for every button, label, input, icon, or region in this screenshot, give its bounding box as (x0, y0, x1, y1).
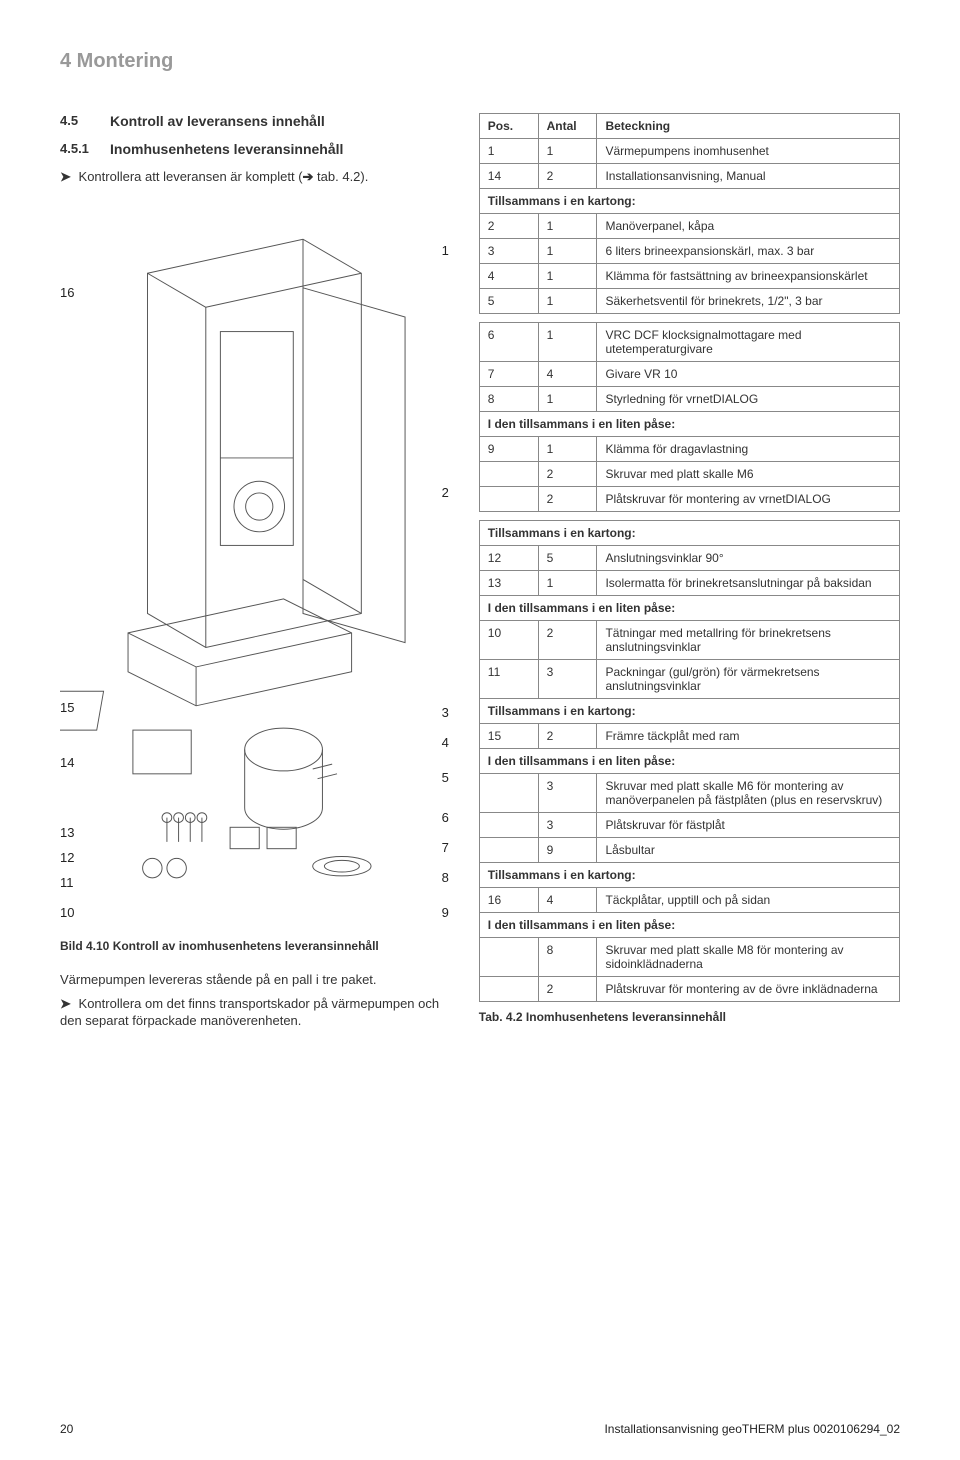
subsection-number: 4.5.1 (60, 141, 110, 157)
section-4-5-heading: 4.5 Kontroll av leveransens innehåll (60, 113, 449, 129)
right-column: Pos. Antal Beteckning 11Värmepumpens ino… (479, 113, 900, 1036)
instruction-text: Kontrollera att leveransen är komplett ( (79, 169, 303, 184)
instruction-line: ➤ Kontrollera att leveransen är komplett… (60, 169, 449, 185)
table-row: 2Skruvar med platt skalle M6 (479, 462, 899, 487)
table-row: 41Klämma för fastsättning av brineexpans… (479, 264, 899, 289)
table-header-row: Pos. Antal Beteckning (479, 114, 899, 139)
instruction-ref: tab. 4.2 (317, 169, 360, 184)
callout-7: 7 (442, 840, 449, 855)
table-subhead: Tillsammans i en kartong: (479, 699, 899, 724)
table-row: 131Isolermatta för brinekretsanslutninga… (479, 571, 899, 596)
table-subhead: I den tillsammans i en liten påse: (479, 412, 899, 437)
footer-page-number: 20 (60, 1422, 73, 1436)
table-row: 2Plåtskruvar för montering av de övre in… (479, 977, 899, 1002)
th-beteckning: Beteckning (597, 114, 900, 139)
callout-14: 14 (60, 755, 74, 770)
table-row: 102Tätningar med metallring för brinekre… (479, 621, 899, 660)
th-pos: Pos. (479, 114, 538, 139)
table-caption: Tab. 4.2 Inomhusenhetens leveransinnehål… (479, 1010, 900, 1024)
table-row: 21Manöverpanel, kåpa (479, 214, 899, 239)
section-number: 4.5 (60, 113, 110, 129)
table-row: 81Styrledning för vrnetDIALOG (479, 387, 899, 412)
table-row: 74Givare VR 10 (479, 362, 899, 387)
table-row: 9Låsbultar (479, 838, 899, 863)
callout-16: 16 (60, 285, 74, 300)
callout-11: 11 (60, 875, 74, 890)
callout-5: 5 (442, 770, 449, 785)
table-subhead: Tillsammans i en kartong: (479, 863, 899, 888)
callout-12: 12 (60, 850, 74, 865)
page-header: 4 Montering (60, 50, 900, 73)
footer-doc-id: Installationsanvisning geoTHERM plus 002… (604, 1422, 900, 1436)
callout-15: 15 (60, 700, 74, 715)
table-row: 91Klämma för dragavlastning (479, 437, 899, 462)
callout-2: 2 (442, 485, 449, 500)
table-subhead: Tillsammans i en kartong: (479, 189, 899, 214)
table-row: 3Skruvar med platt skalle M6 för monteri… (479, 774, 899, 813)
exploded-diagram: 16 1 2 15 14 13 12 11 10 3 4 5 6 7 8 9 (60, 195, 449, 925)
callout-1: 1 (442, 243, 449, 258)
table-row: 125Anslutningsvinklar 90° (479, 546, 899, 571)
callout-4: 4 (442, 735, 449, 750)
arrow-icon: ➤ (60, 995, 71, 1013)
th-antal: Antal (538, 114, 597, 139)
table-row: 152Främre täckplåt med ram (479, 724, 899, 749)
table-row: 142Installationsanvisning, Manual (479, 164, 899, 189)
table-row: 61VRC DCF klocksignalmottagare med utete… (479, 323, 899, 362)
callout-3: 3 (442, 705, 449, 720)
arrow-icon: ➤ (60, 169, 71, 185)
table-subhead: I den tillsammans i en liten påse: (479, 596, 899, 621)
section-4-5-1-heading: 4.5.1 Inomhusenhetens leveransinnehåll (60, 141, 449, 157)
left-column: 4.5 Kontroll av leveransens innehåll 4.5… (60, 113, 449, 1036)
callout-8: 8 (442, 870, 449, 885)
parts-table-3: Tillsammans i en kartong: 125Anslutnings… (479, 520, 900, 1002)
instruction-tail: ). (360, 169, 368, 184)
figure-caption: Bild 4.10 Kontroll av inomhusenhetens le… (60, 939, 449, 953)
parts-table-1: Pos. Antal Beteckning 11Värmepumpens ino… (479, 113, 900, 314)
table-row: 3Plåtskruvar för fästplåt (479, 813, 899, 838)
callout-6: 6 (442, 810, 449, 825)
subsection-title: Inomhusenhetens leveransinnehåll (110, 141, 343, 157)
table-row: 51Säkerhetsventil för brinekrets, 1/2", … (479, 289, 899, 314)
table-subhead: I den tillsammans i en liten påse: (479, 749, 899, 774)
table-row: 113Packningar (gul/grön) för värmekretse… (479, 660, 899, 699)
body-paragraph-2: ➤ Kontrollera om det finns transportskad… (60, 995, 449, 1030)
body-paragraph-2-text: Kontrollera om det finns transportskador… (60, 996, 439, 1029)
table-row: 8Skruvar med platt skalle M8 för monteri… (479, 938, 899, 977)
page-footer: 20 Installationsanvisning geoTHERM plus … (60, 1422, 900, 1436)
table-subhead: Tillsammans i en kartong: (479, 521, 899, 546)
parts-table-2: 61VRC DCF klocksignalmottagare med utete… (479, 322, 900, 512)
table-row: 316 liters brineexpansionskärl, max. 3 b… (479, 239, 899, 264)
diagram-svg (60, 195, 449, 925)
body-paragraph-1: Värmepumpen levereras stående på en pall… (60, 971, 449, 989)
table-row: 2Plåtskruvar för montering av vrnetDIALO… (479, 487, 899, 512)
callout-9: 9 (442, 905, 449, 920)
table-row: 11Värmepumpens inomhusenhet (479, 139, 899, 164)
callout-13: 13 (60, 825, 74, 840)
section-title: Kontroll av leveransens innehåll (110, 113, 325, 129)
two-column-layout: 4.5 Kontroll av leveransens innehåll 4.5… (60, 113, 900, 1036)
table-subhead: I den tillsammans i en liten påse: (479, 913, 899, 938)
table-row: 164Täckplåtar, upptill och på sidan (479, 888, 899, 913)
callout-10: 10 (60, 905, 74, 920)
